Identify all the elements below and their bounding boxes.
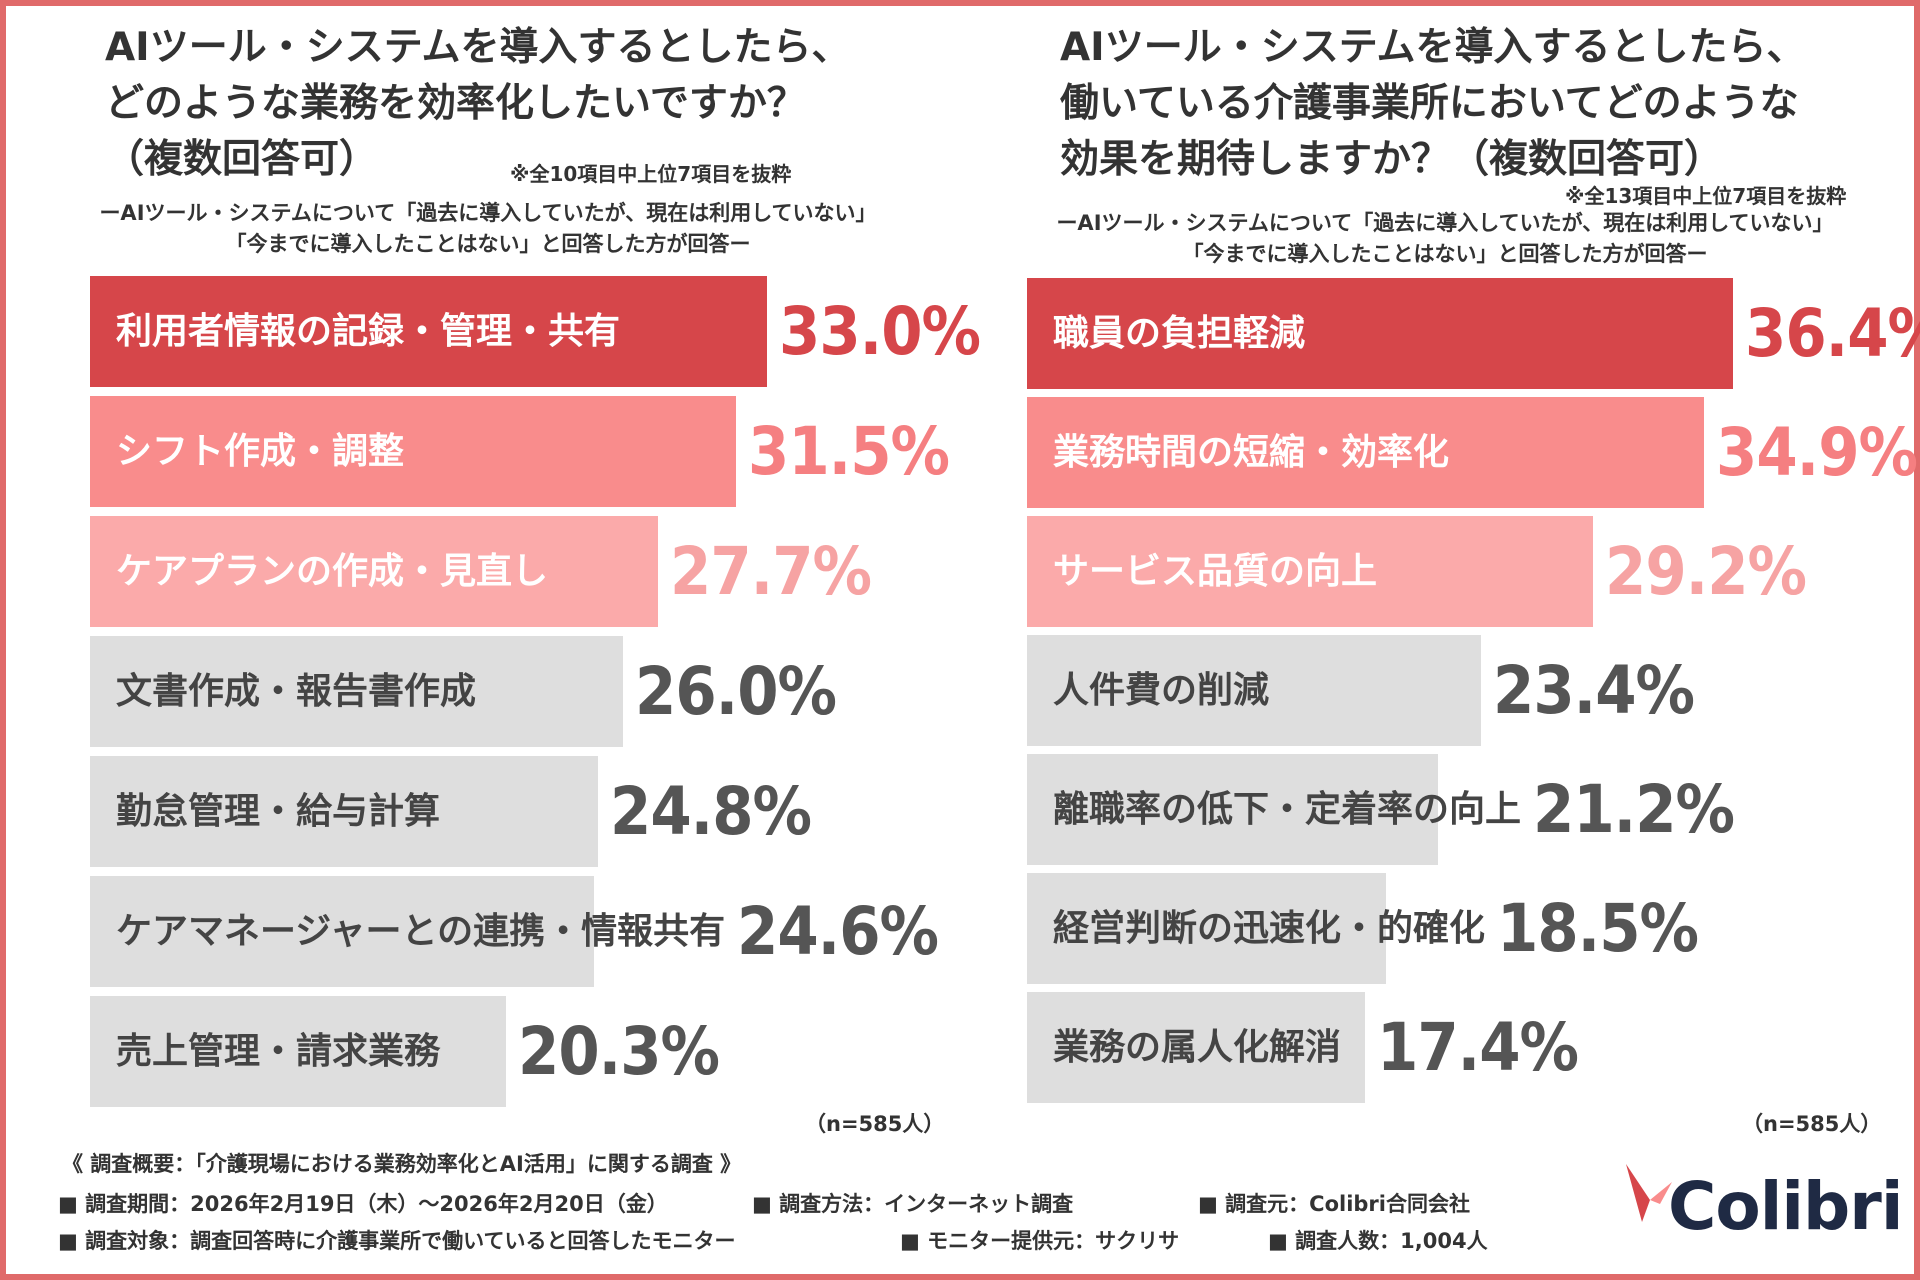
left-bar-2 — [90, 396, 736, 507]
left-title-line-2: どのような業務を効率化したいですか？ — [105, 81, 806, 126]
left-bar-5 — [90, 756, 598, 867]
left-bar-1 — [90, 276, 767, 387]
left-bar-label-7: 売上管理・請求業務 — [116, 1031, 441, 1072]
right-title-line-3: 効果を期待しますか？（複数回答可） — [1060, 137, 1724, 182]
right-subtitle-line-2: 「今までに導入したことはない」と回答した方が回答ー — [1182, 242, 1708, 266]
survey-method: ■ 調査方法：インターネット調査 — [752, 1192, 1074, 1216]
left-bar-label-6: ケアマネージャーとの連携・情報共有 — [116, 911, 726, 952]
left-bar-label-2: シフト作成・調整 — [116, 431, 405, 472]
left-bar-value-5: 24.8% — [610, 773, 812, 850]
right-bar-5 — [1027, 754, 1438, 865]
left-bar-value-4: 26.0% — [635, 653, 837, 730]
left-note: ※全10項目中上位7項目を抜粋 — [510, 162, 792, 186]
right-bar-value-5: 21.2% — [1533, 771, 1735, 848]
survey-heading: 《 調査概要：「介護現場における業務効率化とAI活用」に関する調査 》 — [62, 1152, 742, 1176]
left-bar-7 — [90, 996, 506, 1107]
left-bar-4 — [90, 636, 623, 747]
right-bar-1 — [1027, 278, 1733, 389]
right-bar-label-2: 業務時間の短縮・効率化 — [1053, 432, 1450, 473]
left-bar-value-7: 20.3% — [518, 1013, 720, 1090]
survey-source: ■ 調査元：Colibri合同会社 — [1198, 1192, 1470, 1216]
left-bar-value-3: 27.7% — [670, 533, 872, 610]
right-bar-value-4: 23.4% — [1493, 652, 1695, 729]
right-title-line-1: AIツール・システムを導入するとしたら、 — [1060, 25, 1806, 70]
right-bar-value-2: 34.9% — [1716, 414, 1918, 491]
right-bar-label-7: 業務の属人化解消 — [1053, 1027, 1342, 1068]
right-bar-6 — [1027, 873, 1386, 984]
right-bar-chart: 職員の負担軽減 36.4% 業務時間の短縮・効率化 34.9% サービス品質の向上 29.… — [1027, 278, 1920, 1103]
colibri-logo: Colibri — [1620, 1160, 1903, 1250]
right-bar-4 — [1027, 635, 1481, 746]
right-bar-label-5: 離職率の低下・定着率の向上 — [1053, 789, 1522, 830]
right-subtitle-line-1: ーAIツール・システムについて「過去に導入していたが、現在は利用していない」 — [1056, 211, 1834, 235]
survey-period: ■ 調査期間：2026年2月19日（木）〜2026年2月20日（金） — [58, 1192, 668, 1216]
right-sample-size: （n=585人） — [1742, 1112, 1882, 1136]
right-bar-value-1: 36.4% — [1745, 295, 1920, 372]
right-bar-label-1: 職員の負担軽減 — [1053, 313, 1306, 354]
left-bar-value-1: 33.0% — [779, 293, 981, 370]
right-bar-value-3: 29.2% — [1605, 533, 1807, 610]
left-subtitle-line-2: 「今までに導入したことはない」と回答した方が回答ー — [225, 232, 751, 256]
right-bar-label-4: 人件費の削減 — [1053, 670, 1270, 711]
left-sample-size: （n=585人） — [805, 1112, 945, 1136]
right-bar-value-6: 18.5% — [1497, 890, 1699, 967]
right-bar-value-7: 17.4% — [1377, 1009, 1579, 1086]
right-bar-7 — [1027, 992, 1365, 1103]
survey-target: ■ 調査対象：調査回答時に介護事業所で働いていると回答したモニター — [58, 1229, 736, 1253]
right-bar-label-6: 経営判断の迅速化・的確化 — [1053, 908, 1486, 949]
left-bar-label-5: 勤怠管理・給与計算 — [116, 791, 441, 832]
left-bar-3 — [90, 516, 658, 627]
left-bar-chart: 利用者情報の記録・管理・共有 33.0% シフト作成・調整 31.5% ケアプランの作成… — [90, 276, 981, 1108]
right-title-line-2: 働いている介護事業所においてどのような — [1060, 81, 1799, 126]
monitor-provider: ■ モニター提供元：サクリサ — [900, 1229, 1180, 1253]
left-bar-label-3: ケアプランの作成・見直し — [116, 551, 549, 592]
right-bar-label-3: サービス品質の向上 — [1053, 551, 1378, 592]
left-subtitle-line-1: ーAIツール・システムについて「過去に導入していたが、現在は利用していない」 — [99, 201, 877, 225]
left-bar-label-1: 利用者情報の記録・管理・共有 — [116, 311, 621, 352]
left-title-line-1: AIツール・システムを導入するとしたら、 — [105, 25, 851, 70]
right-bar-3 — [1027, 516, 1593, 627]
left-bar-value-6: 24.6% — [737, 893, 939, 970]
hummingbird-icon — [1626, 1164, 1672, 1222]
logo-text: Colibri — [1668, 1168, 1903, 1245]
left-bar-label-4: 文書作成・報告書作成 — [116, 671, 477, 712]
right-bar-2 — [1027, 397, 1704, 508]
left-title-line-3: （複数回答可） — [105, 137, 379, 182]
left-bar-6 — [90, 876, 594, 987]
right-note: ※全13項目中上位7項目を抜粋 — [1565, 184, 1847, 208]
left-bar-value-2: 31.5% — [748, 413, 950, 490]
respondent-count: ■ 調査人数：1,004人 — [1268, 1229, 1488, 1253]
